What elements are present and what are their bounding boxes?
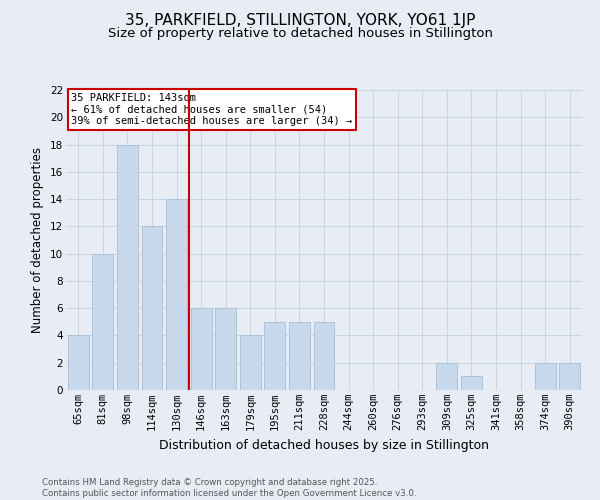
Bar xyxy=(436,362,457,390)
Text: 35, PARKFIELD, STILLINGTON, YORK, YO61 1JP: 35, PARKFIELD, STILLINGTON, YORK, YO61 1… xyxy=(125,12,475,28)
Bar xyxy=(117,144,138,390)
X-axis label: Distribution of detached houses by size in Stillington: Distribution of detached houses by size … xyxy=(159,438,489,452)
Bar xyxy=(92,254,113,390)
Text: Contains HM Land Registry data © Crown copyright and database right 2025.
Contai: Contains HM Land Registry data © Crown c… xyxy=(42,478,416,498)
Bar xyxy=(461,376,482,390)
Bar xyxy=(240,336,261,390)
Bar xyxy=(314,322,334,390)
Text: Size of property relative to detached houses in Stillington: Size of property relative to detached ho… xyxy=(107,28,493,40)
Text: 35 PARKFIELD: 143sqm
← 61% of detached houses are smaller (54)
39% of semi-detac: 35 PARKFIELD: 143sqm ← 61% of detached h… xyxy=(71,93,352,126)
Bar xyxy=(142,226,163,390)
Bar xyxy=(535,362,556,390)
Bar xyxy=(166,199,187,390)
Y-axis label: Number of detached properties: Number of detached properties xyxy=(31,147,44,333)
Bar xyxy=(289,322,310,390)
Bar xyxy=(215,308,236,390)
Bar xyxy=(559,362,580,390)
Bar xyxy=(191,308,212,390)
Bar xyxy=(68,336,89,390)
Bar xyxy=(265,322,286,390)
